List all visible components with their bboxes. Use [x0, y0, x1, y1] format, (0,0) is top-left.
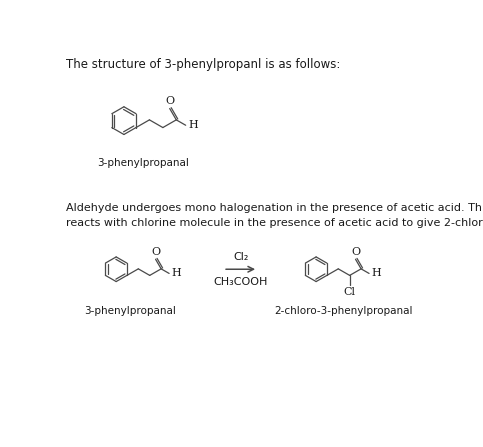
Text: CH₃COOH: CH₃COOH [213, 277, 268, 287]
Text: 2-chloro-3-phenylpropanal: 2-chloro-3-phenylpropanal [274, 306, 412, 316]
Text: H: H [188, 120, 198, 130]
Text: Cl: Cl [344, 287, 355, 297]
Text: Aldehyde undergoes mono halogenation in the presence of acetic acid. Thus, 3-phe: Aldehyde undergoes mono halogenation in … [66, 203, 483, 228]
Text: The structure of 3-phenylpropanl is as follows:: The structure of 3-phenylpropanl is as f… [66, 58, 340, 71]
Text: 3-phenylpropanal: 3-phenylpropanal [84, 306, 176, 316]
Text: Cl₂: Cl₂ [233, 252, 248, 261]
Text: O: O [151, 247, 160, 257]
Text: H: H [371, 269, 381, 278]
Text: O: O [351, 247, 360, 257]
Text: H: H [171, 269, 181, 278]
Text: O: O [165, 96, 174, 106]
Text: 3-phenylpropanal: 3-phenylpropanal [98, 158, 189, 168]
